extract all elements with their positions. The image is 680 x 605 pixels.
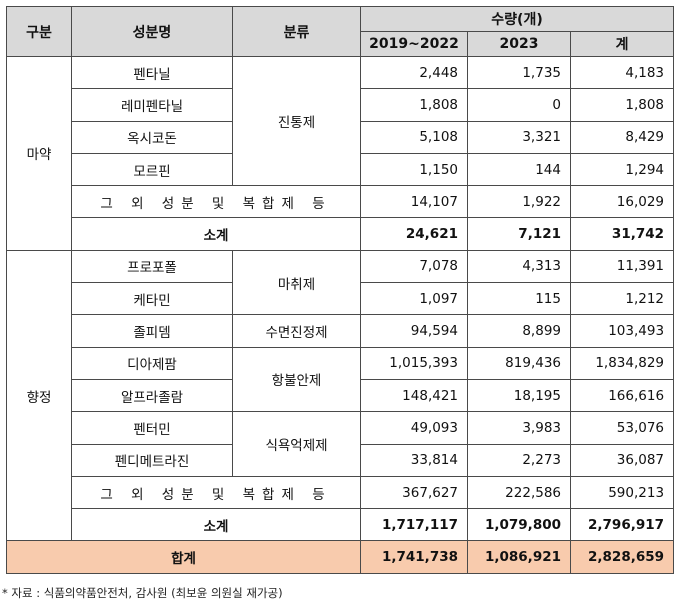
ingredient-name: 펜타닐: [71, 55, 233, 90]
value-total: 166,616: [569, 378, 675, 413]
value-2023: 18,195: [467, 378, 571, 413]
value-2019-2022: 14,107: [360, 185, 468, 219]
grand-total-row: 합계 1,741,738 1,086,921 2,828,659: [6, 540, 675, 574]
value-2019-2022: 1,741,738: [360, 540, 468, 574]
value-total: 1,294: [569, 152, 675, 187]
value-total: 16,029: [569, 185, 675, 219]
value-2019-2022: 148,421: [360, 378, 468, 413]
ingredient-name: 디아제팜: [71, 346, 233, 380]
ingredient-name: 옥시코돈: [71, 120, 233, 154]
value-total: 2,796,917: [569, 508, 675, 542]
value-2023: 8,899: [467, 314, 571, 348]
table-row: 향정 프로포폴 마취제 7,078 4,313 11,391: [6, 249, 675, 542]
class-sedative: 수면진정제: [232, 314, 361, 348]
ingredient-name: 모르핀: [71, 152, 233, 187]
header-category: 구분: [6, 6, 72, 57]
value-total: 1,212: [569, 282, 675, 316]
value-total: 1,808: [569, 88, 675, 122]
value-2019-2022: 94,594: [360, 314, 468, 348]
header-quantity: 수량(개): [359, 6, 675, 32]
header-classification: 분류: [232, 6, 361, 57]
value-2023: 1,079,800: [467, 508, 571, 542]
ingredient-name: 졸피뎀: [71, 314, 233, 348]
value-2019-2022: 367,627: [360, 475, 468, 510]
value-total: 2,828,659: [569, 540, 675, 574]
ingredient-name-others: 그 외 성분 및 복합제 등: [71, 475, 361, 510]
table-row: 옥시코돈 5,108 3,321 8,429: [7, 120, 675, 154]
table-row: 그 외 성분 및 복합제 등 367,627 222,586 590,213: [7, 475, 675, 510]
ingredient-name: 레미펜타닐: [71, 88, 233, 122]
value-2023: 7,121: [467, 217, 571, 251]
class-anxiolytic: 항불안제: [232, 346, 361, 413]
value-2023: 144: [467, 152, 571, 187]
table-row: 펜터민 식욕억제제 49,093 3,983 53,076: [7, 411, 675, 477]
source-footnote: * 자료 : 식품의약품안전처, 감사원 (최보윤 의원실 재가공): [2, 586, 283, 600]
ingredient-name: 펜터민: [71, 411, 233, 445]
table-row: 알프라졸람 148,421 18,195 166,616: [7, 378, 675, 413]
value-2023: 819,436: [467, 346, 571, 380]
table-row: 디아제팜 항불안제 1,015,393 819,436 1,834,829: [7, 346, 675, 413]
value-2019-2022: 7,078: [360, 249, 468, 284]
value-2019-2022: 1,808: [360, 88, 468, 122]
value-2023: 115: [467, 282, 571, 316]
value-total: 11,391: [569, 249, 675, 284]
value-2019-2022: 1,097: [360, 282, 468, 316]
table-row: 졸피뎀 수면진정제 94,594 8,899 103,493: [7, 314, 675, 348]
drug-quantity-table: 구분 성분명 분류 수량(개) 2019~2022 2023 계 마약 펜타닐 …: [6, 6, 675, 574]
ingredient-name: 펜디메트라진: [71, 443, 233, 477]
ingredient-name: 알프라졸람: [71, 378, 233, 413]
value-total: 590,213: [569, 475, 675, 510]
value-2023: 222,586: [467, 475, 571, 510]
value-total: 8,429: [569, 120, 675, 154]
value-2019-2022: 33,814: [360, 443, 468, 477]
header-period-2023: 2023: [467, 31, 571, 57]
table-row: 마약 펜타닐 진통제 2,448 1,735 4,183: [6, 55, 675, 251]
value-total: 53,076: [569, 411, 675, 445]
subtotal-row: 소계 24,621 7,121 31,742: [7, 217, 675, 251]
value-2023: 1,735: [467, 55, 571, 90]
table-row: 모르핀 1,150 144 1,294: [7, 152, 675, 187]
subtotal-row: 소계 1,717,117 1,079,800 2,796,917: [7, 508, 675, 542]
value-2019-2022: 1,150: [360, 152, 468, 187]
subtotal-label: 소계: [71, 508, 361, 542]
value-2019-2022: 24,621: [360, 217, 468, 251]
value-total: 1,834,829: [569, 346, 675, 380]
value-total: 103,493: [569, 314, 675, 348]
value-total: 4,183: [569, 55, 675, 90]
subtotal-label: 소계: [71, 217, 361, 251]
value-total: 36,087: [569, 443, 675, 477]
value-2023: 1,086,921: [467, 540, 571, 574]
class-anesthetic: 마취제: [232, 249, 361, 316]
grand-total-label: 합계: [6, 540, 361, 574]
value-2019-2022: 2,448: [360, 55, 468, 90]
value-2019-2022: 5,108: [360, 120, 468, 154]
header-ingredient: 성분명: [71, 6, 233, 57]
ingredient-name: 케타민: [71, 282, 233, 316]
group-narcotics: 마약: [6, 56, 72, 251]
value-2019-2022: 1,015,393: [360, 346, 468, 380]
value-2023: 3,983: [467, 411, 571, 445]
ingredient-name-others: 그 외 성분 및 복합제 등: [71, 185, 361, 219]
class-analgesic: 진통제: [232, 55, 361, 187]
value-2023: 3,321: [467, 120, 571, 154]
value-2019-2022: 1,717,117: [360, 508, 468, 542]
table-row: 그 외 성분 및 복합제 등 14,107 1,922 16,029: [7, 185, 675, 219]
header-period-2019-2022: 2019~2022: [360, 31, 468, 57]
header-total: 계: [569, 31, 675, 57]
value-2023: 2,273: [467, 443, 571, 477]
value-2019-2022: 49,093: [360, 411, 468, 445]
value-2023: 4,313: [467, 249, 571, 284]
group-psychotropics: 향정: [6, 249, 72, 542]
value-total: 31,742: [569, 217, 675, 251]
value-2023: 0: [467, 88, 571, 122]
value-2023: 1,922: [467, 185, 571, 219]
class-appetite-suppressant: 식욕억제제: [232, 411, 361, 477]
ingredient-name: 프로포폴: [71, 249, 233, 284]
